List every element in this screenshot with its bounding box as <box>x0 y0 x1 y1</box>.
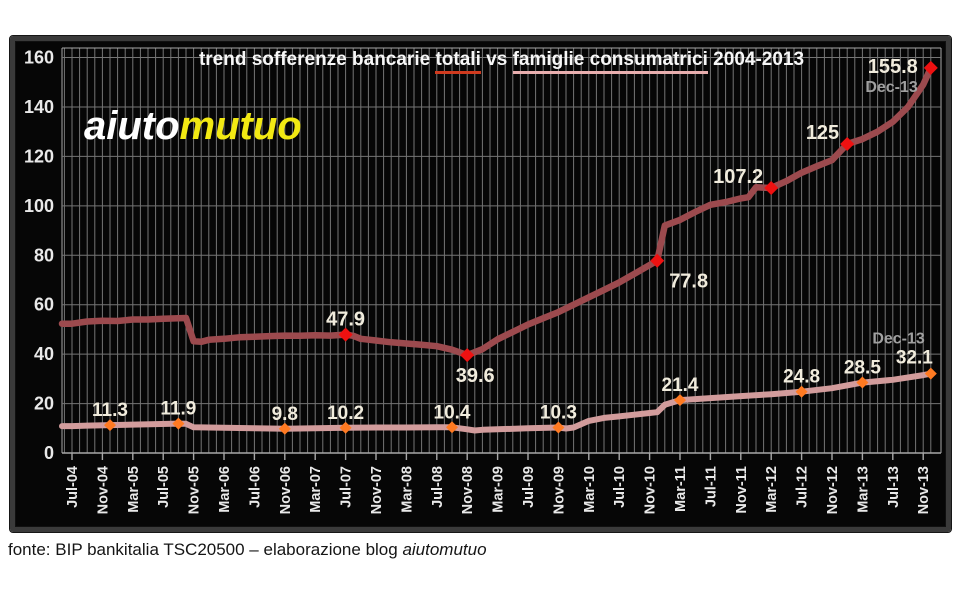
x-axis-tick-label: Mar-12 <box>764 466 780 513</box>
data-label: 10.4 <box>434 402 471 423</box>
marker-famiglie <box>172 417 185 430</box>
data-label: 32.1 <box>896 348 933 369</box>
y-axis-tick-label: 40 <box>34 344 54 364</box>
data-label: 10.3 <box>540 403 577 424</box>
data-label: 28.5 <box>844 358 881 379</box>
x-axis-tick-label: Mar-05 <box>126 466 142 513</box>
x-axis-tick-label: Mar-06 <box>217 466 233 513</box>
marker-totali <box>840 137 855 152</box>
x-axis-tick-label: Nov-08 <box>460 466 476 514</box>
marker-famiglie <box>924 367 937 380</box>
x-axis-tick-label: Mar-09 <box>491 466 507 513</box>
series-famiglie-line <box>59 370 934 434</box>
footer-text: fonte: BIP bankitalia TSC20500 – elabora… <box>8 540 403 559</box>
x-axis-tick-label: Jul-13 <box>886 466 902 508</box>
x-axis-tick-label: Nov-13 <box>916 466 932 514</box>
data-label: 11.9 <box>160 399 196 420</box>
y-axis-tick-label: 60 <box>34 295 54 315</box>
x-axis-tick-label: Jul-07 <box>339 466 355 508</box>
x-axis-tick-label: Nov-12 <box>825 466 841 514</box>
y-axis-tick-label: 20 <box>34 394 54 414</box>
x-axis-tick-label: Nov-06 <box>278 466 294 514</box>
x-axis-tick-label: Mar-10 <box>582 466 598 513</box>
x-axis-tick-label: Jul-06 <box>247 466 263 508</box>
data-label: 10.2 <box>327 403 364 424</box>
marker-famiglie <box>278 422 291 435</box>
marker-famiglie <box>856 376 869 389</box>
logo-mutuo: mutuo <box>179 104 302 148</box>
marker-totali <box>650 253 665 268</box>
date-note-label: Dec-13 <box>865 79 918 96</box>
data-label: 77.8 <box>669 271 708 293</box>
x-axis-tick-label: Jul-08 <box>430 466 446 508</box>
x-axis-tick-label: Nov-10 <box>643 466 659 514</box>
title-totali-underlined: totali <box>435 49 481 74</box>
marker-totali <box>764 181 779 196</box>
y-axis-tick-label: 100 <box>24 196 54 216</box>
series-totali-line <box>58 64 935 359</box>
x-axis-tick-label: Nov-09 <box>551 466 567 514</box>
marker-totali <box>923 60 938 75</box>
marker-famiglie <box>446 421 458 434</box>
data-label: 39.6 <box>456 365 495 387</box>
x-axis-tick-label: Jul-05 <box>156 466 172 508</box>
data-label: 9.8 <box>272 404 298 425</box>
marker-famiglie <box>674 394 686 407</box>
y-axis-tick-label: 80 <box>34 245 54 265</box>
x-axis-tick-label: Jul-11 <box>703 466 719 507</box>
y-axis-tick-label: 160 <box>24 48 54 68</box>
data-label: 24.8 <box>783 367 820 388</box>
data-label: 125 <box>806 122 839 144</box>
x-axis-tick-label: Nov-07 <box>369 466 385 514</box>
marker-totali <box>338 327 353 342</box>
title-years: 2004-2013 <box>707 49 805 70</box>
x-axis-tick-label: Mar-08 <box>399 466 415 513</box>
x-axis-tick-label: Nov-05 <box>187 466 203 514</box>
x-axis-tick-label: Nov-11 <box>734 466 750 514</box>
aiutomutuo-logo: aiutomutuo <box>84 104 302 149</box>
y-axis-tick-label: 0 <box>44 443 54 463</box>
x-axis-tick-label: Mar-07 <box>308 466 324 513</box>
logo-aiuto: aiuto <box>84 104 180 148</box>
marker-famiglie <box>104 419 116 432</box>
x-axis-tick-label: Jul-04 <box>65 466 81 508</box>
title-vs: vs <box>480 49 513 70</box>
marker-famiglie <box>795 385 808 398</box>
data-label: 21.4 <box>662 375 699 396</box>
x-axis-tick-label: Mar-11 <box>673 466 689 512</box>
chart-title: trend sofferenze bancarie totali vs fami… <box>62 49 941 74</box>
data-label: 47.9 <box>326 309 365 331</box>
x-axis-tick-label: Jul-09 <box>521 466 537 508</box>
x-axis-tick-label: Mar-13 <box>855 466 871 513</box>
data-label: 155.8 <box>868 56 918 78</box>
marker-famiglie <box>552 421 565 434</box>
y-axis-tick-label: 120 <box>24 146 54 166</box>
x-axis-tick-label: Nov-04 <box>95 466 111 514</box>
title-famiglie-underlined: famiglie consumatrici <box>512 49 708 74</box>
x-axis-tick-label: Jul-12 <box>795 466 811 508</box>
source-footer: fonte: BIP bankitalia TSC20500 – elabora… <box>8 540 487 560</box>
data-label: 11.3 <box>92 400 128 421</box>
y-axis-tick-label: 140 <box>24 97 54 117</box>
title-prefix: trend sofferenze bancarie <box>198 49 436 70</box>
marker-famiglie <box>339 421 352 434</box>
marker-totali <box>460 348 475 363</box>
footer-blog-name: aiutomutuo <box>402 540 487 559</box>
date-note-label: Dec-13 <box>872 331 925 348</box>
data-label: 107.2 <box>713 166 763 188</box>
x-axis-tick-label: Jul-10 <box>612 466 628 508</box>
